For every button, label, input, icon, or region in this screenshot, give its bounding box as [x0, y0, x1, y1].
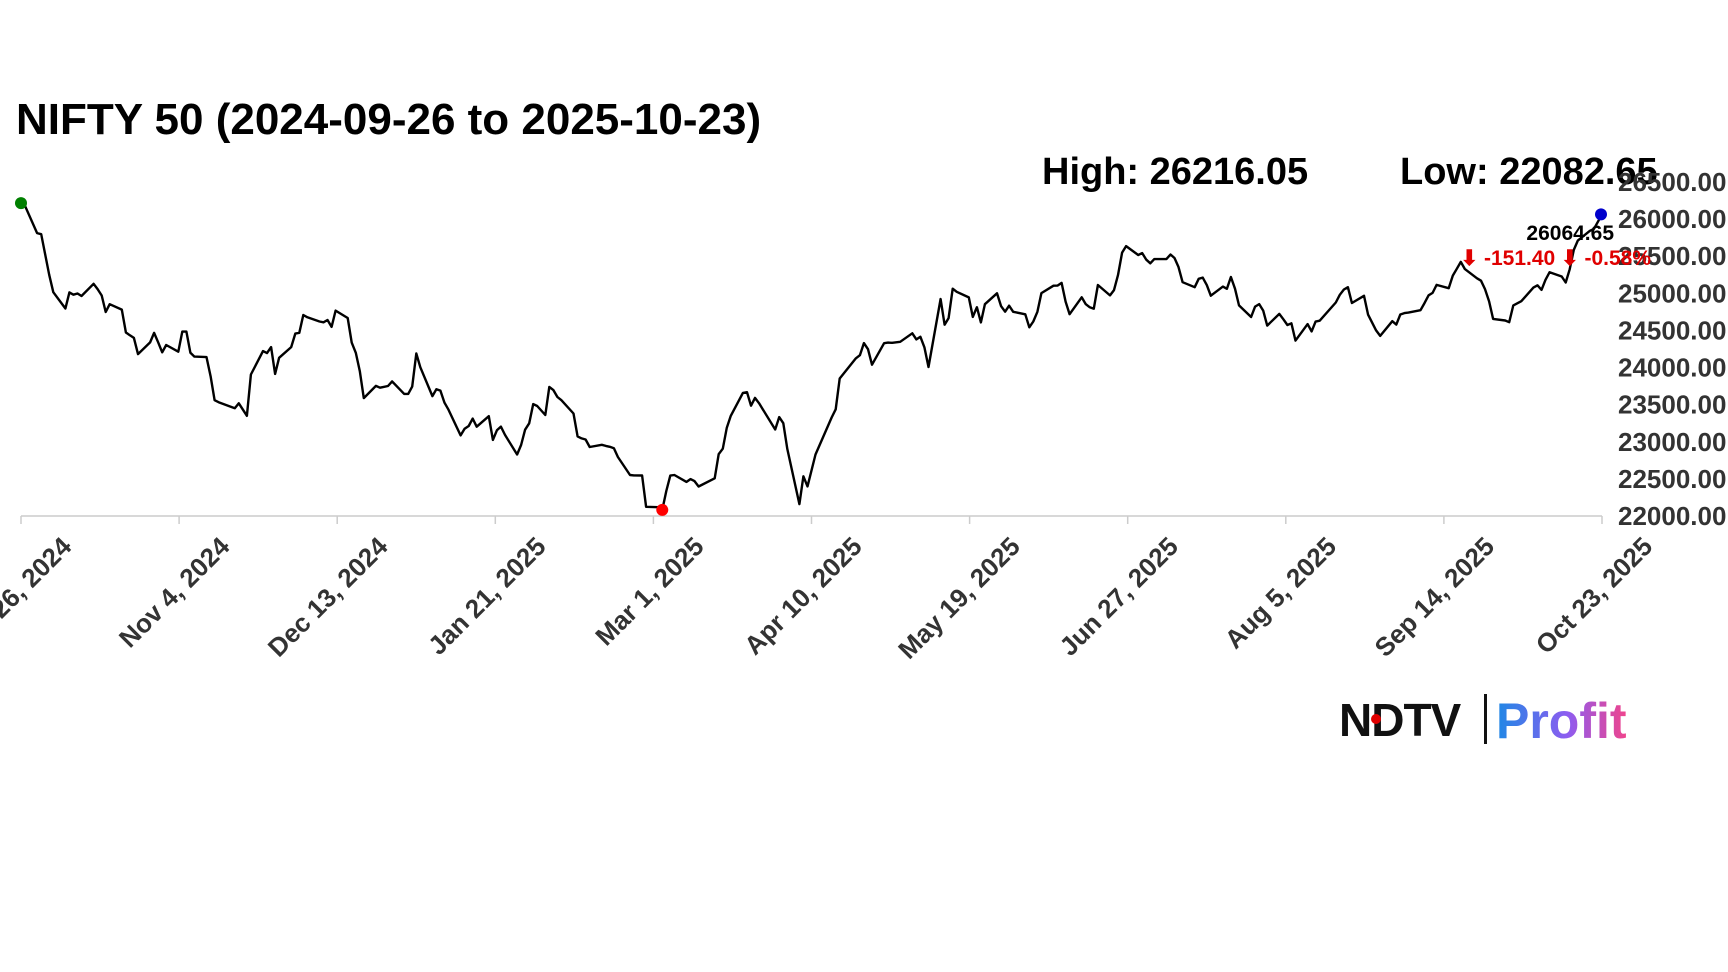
x-tick-label: Jan 21, 2025	[422, 531, 552, 661]
y-tick-label: 23000.00	[1618, 427, 1726, 457]
logo-ndtv-text: NDTV	[1339, 694, 1462, 746]
high-marker	[15, 197, 27, 210]
y-tick-label: 23500.00	[1618, 390, 1726, 420]
ndtv-profit-logo: NDTV Profit	[1339, 693, 1627, 749]
y-tick-label: 22500.00	[1618, 464, 1726, 494]
y-tick-label: 26500.00	[1618, 167, 1726, 197]
y-tick-label: 22000.00	[1618, 501, 1726, 531]
y-axis: 22000.00 22500.00 23000.00 23500.00 24000.00…	[1618, 167, 1726, 531]
last-marker	[1595, 208, 1607, 221]
x-tick-label: May 19, 2025	[892, 531, 1026, 665]
logo-red-dot-icon	[1371, 714, 1381, 724]
y-tick-label: 26000.00	[1618, 204, 1726, 234]
logo-divider	[1484, 694, 1487, 744]
y-tick-label: 24500.00	[1618, 315, 1726, 345]
y-tick-label: 25000.00	[1618, 278, 1726, 308]
logo-profit-text: Profit	[1496, 693, 1627, 749]
last-value-label: 26064.65	[1526, 222, 1614, 245]
low-label: Low: 22082.65	[1400, 151, 1658, 193]
x-tick-label: Oct 23, 2025	[1530, 531, 1659, 660]
chart-title: NIFTY 50 (2024-09-26 to 2025-10-23)	[16, 95, 761, 144]
x-tick-label: Apr 10, 2025	[738, 531, 868, 661]
x-tick-label: Nov 4, 2024	[113, 531, 236, 654]
x-tick-label: Aug 5, 2025	[1219, 531, 1342, 654]
low-marker	[656, 503, 669, 516]
y-tick-label: 24000.00	[1618, 353, 1726, 383]
x-tick-label: Mar 1, 2025	[589, 531, 709, 651]
change-label: ⬇ -151.40 ⬇ -0.58%	[1461, 247, 1652, 270]
high-label: High: 26216.05	[1042, 151, 1308, 193]
x-tick-label: Sep 26, 2024	[0, 531, 78, 663]
x-tick-label: Jun 27, 2025	[1053, 531, 1184, 662]
price-series-line	[20, 202, 1604, 511]
x-tick-label: Dec 13, 2024	[262, 531, 394, 663]
x-tick-label: Sep 14, 2025	[1369, 531, 1501, 663]
y-tick-label: 25500.00	[1618, 241, 1726, 271]
